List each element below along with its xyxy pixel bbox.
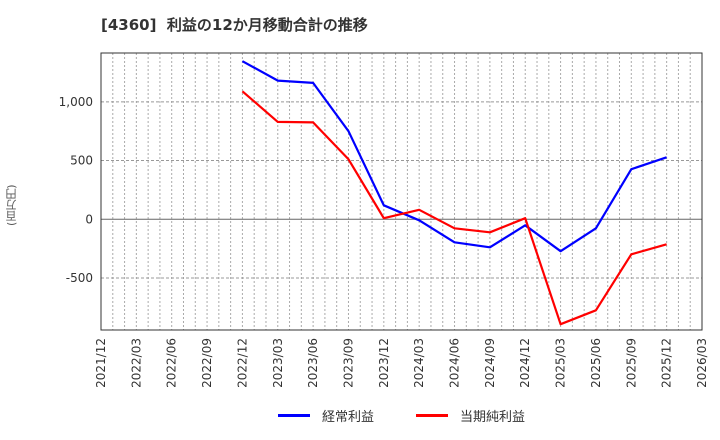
chart-title: [4360] 利益の12か月移動合計の推移 [101, 16, 368, 34]
x-tick-label: 2023/09 [341, 338, 355, 388]
x-tick-label: 2024/12 [518, 338, 532, 388]
x-tick-label: 2026/03 [695, 338, 709, 388]
legend-label: 当期純利益 [460, 410, 526, 425]
series-line-net-profit [241, 90, 667, 326]
x-tick-label: 2025/06 [589, 338, 603, 388]
y-tick-label: 500 [70, 154, 93, 168]
y-tick-label: 0 [85, 212, 93, 226]
x-tick-label: 2021/12 [94, 338, 108, 388]
x-tick-label: 2024/09 [483, 338, 497, 388]
x-tick-label: 2022/09 [200, 338, 214, 388]
x-tick-label: 2025/03 [554, 338, 568, 388]
legend-swatch-blue [278, 414, 310, 417]
x-tick-label: 2025/12 [660, 338, 674, 388]
x-tick-label: 2023/12 [377, 338, 391, 388]
legend-item-net-profit: 当期純利益 [416, 406, 525, 425]
x-tick-label: 2025/09 [624, 338, 638, 388]
y-tick-label: -500 [66, 271, 93, 285]
x-tick-label: 2022/12 [235, 338, 249, 388]
legend-swatch-red [416, 414, 449, 417]
x-tick-label: 2023/06 [306, 338, 320, 388]
plot-area-border [100, 52, 703, 331]
legend-item-ordinary-profit: 経常利益 [278, 406, 374, 425]
x-tick-label: 2022/06 [165, 338, 179, 388]
x-tick-label: 2022/03 [129, 338, 143, 388]
x-tick-label: 2023/03 [271, 338, 285, 388]
x-tick-label: 2024/06 [448, 338, 462, 388]
legend-label: 経常利益 [322, 410, 375, 425]
y-tick-label: 1,000 [59, 95, 93, 109]
chart-legend: 経常利益 当期純利益 [278, 406, 567, 425]
x-tick-label: 2024/03 [412, 338, 426, 388]
series-line-ordinary-profit [241, 60, 667, 253]
